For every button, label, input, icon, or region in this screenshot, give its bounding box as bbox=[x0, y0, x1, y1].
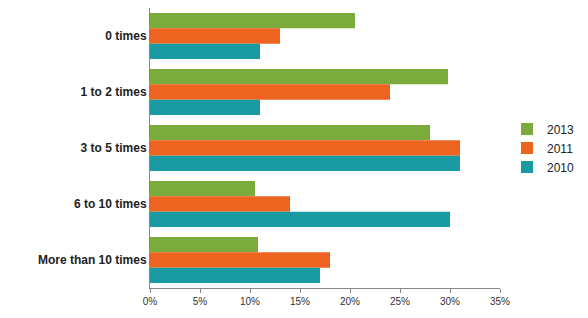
svg-text:30%: 30% bbox=[440, 296, 460, 307]
svg-text:1 to 2 times: 1 to 2 times bbox=[81, 85, 147, 99]
svg-text:10%: 10% bbox=[240, 296, 260, 307]
svg-text:0 times: 0 times bbox=[105, 29, 147, 43]
svg-text:0%: 0% bbox=[143, 296, 158, 307]
svg-text:15%: 15% bbox=[290, 296, 310, 307]
svg-text:3 to 5 times: 3 to 5 times bbox=[81, 141, 147, 155]
svg-text:2011: 2011 bbox=[547, 142, 573, 156]
svg-text:6 to 10 times: 6 to 10 times bbox=[74, 197, 147, 211]
svg-text:35%: 35% bbox=[490, 296, 510, 307]
svg-text:More than 10 times: More than 10 times bbox=[38, 253, 147, 267]
svg-text:25%: 25% bbox=[390, 296, 410, 307]
svg-text:2010: 2010 bbox=[547, 161, 574, 175]
svg-text:20%: 20% bbox=[340, 296, 360, 307]
svg-text:5%: 5% bbox=[193, 296, 208, 307]
svg-text:2013: 2013 bbox=[547, 123, 574, 137]
